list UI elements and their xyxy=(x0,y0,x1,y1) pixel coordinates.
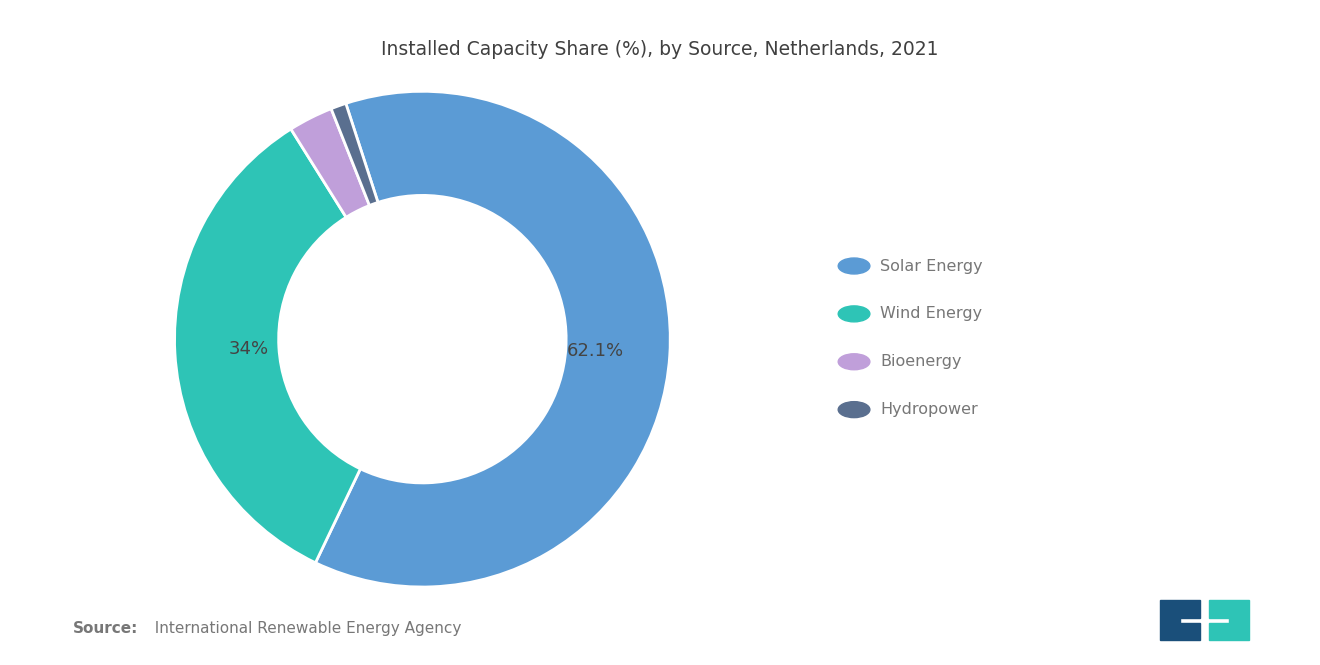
Polygon shape xyxy=(1209,600,1249,640)
Text: Hydropower: Hydropower xyxy=(880,402,978,417)
Text: Installed Capacity Share (%), by Source, Netherlands, 2021: Installed Capacity Share (%), by Source,… xyxy=(381,40,939,59)
Text: 62.1%: 62.1% xyxy=(568,342,624,360)
Wedge shape xyxy=(331,104,378,205)
Text: International Renewable Energy Agency: International Renewable Energy Agency xyxy=(145,621,462,636)
Text: Source:: Source: xyxy=(73,621,139,636)
Wedge shape xyxy=(290,108,370,217)
Text: Solar Energy: Solar Energy xyxy=(880,259,983,273)
Text: Bioenergy: Bioenergy xyxy=(880,354,962,369)
Wedge shape xyxy=(174,129,360,563)
Wedge shape xyxy=(315,91,671,587)
Text: Wind Energy: Wind Energy xyxy=(880,307,982,321)
Text: 34%: 34% xyxy=(230,340,269,358)
Polygon shape xyxy=(1160,600,1200,640)
